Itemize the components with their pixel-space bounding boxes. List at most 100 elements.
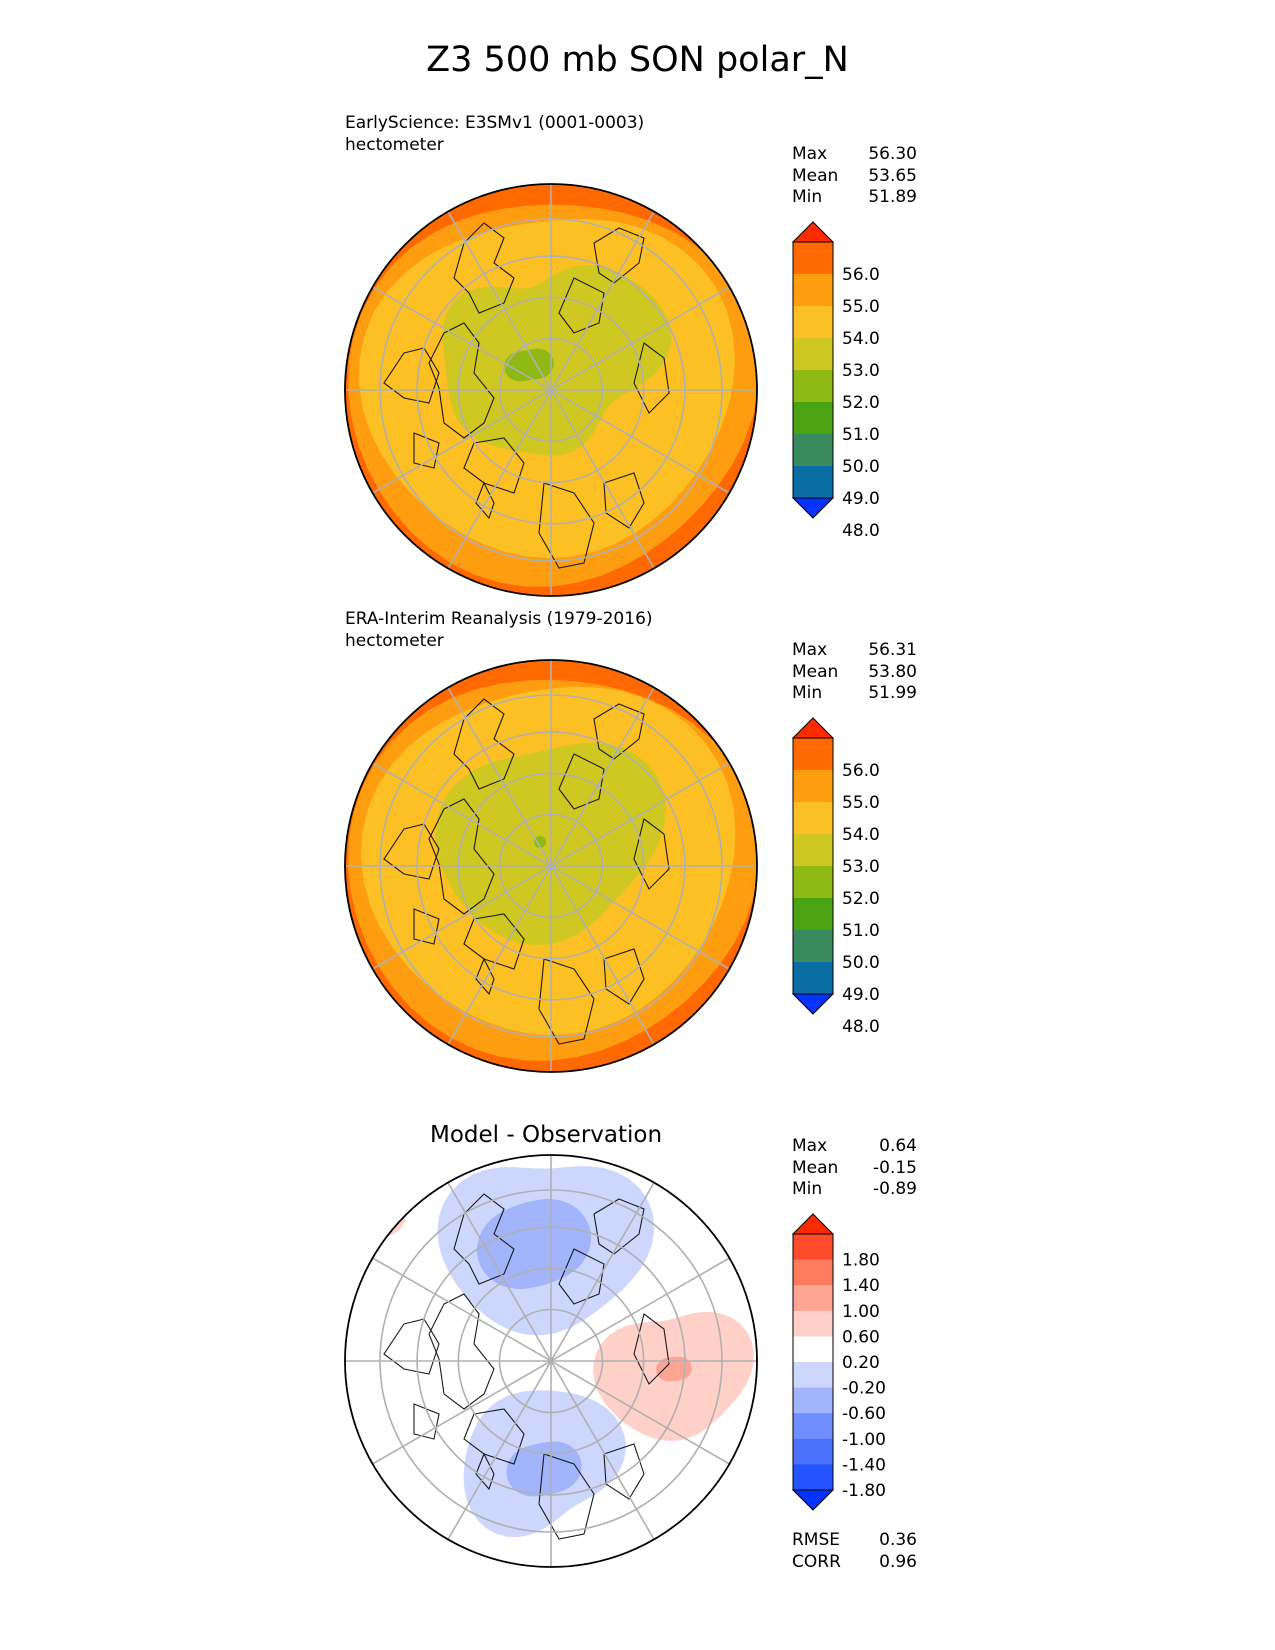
longitude-line <box>372 286 730 494</box>
coastline-path <box>463 913 525 970</box>
colorbar-tick-label: -1.00 <box>842 1430 886 1450</box>
stat-mean-value: -0.15 <box>873 1157 917 1178</box>
colorbar-tick-label: 56.0 <box>842 265 880 285</box>
coastline-path <box>538 482 595 569</box>
corr-label: CORR <box>792 1551 841 1572</box>
colorbar-segment <box>793 1413 833 1440</box>
colorbar-segment <box>793 1285 833 1312</box>
coastline-path <box>603 948 645 1005</box>
test-panel-label: EarlyScience: E3SMv1 (0001-0003) hectome… <box>345 112 644 156</box>
band-neg-0.6 <box>476 1199 592 1289</box>
colorbar-segment <box>793 1234 833 1261</box>
stat-max-label: Max <box>792 144 828 164</box>
ref-units: hectometer <box>345 631 444 651</box>
colorbar-segment <box>793 1438 833 1465</box>
colorbar-outline <box>792 1233 834 1491</box>
colorbar-tick-label: 1.40 <box>842 1276 880 1296</box>
ref-title: ERA-Interim Reanalysis (1979-2016) <box>345 609 653 629</box>
colorbar-segment <box>793 1336 833 1363</box>
coastline-path <box>475 1452 495 1491</box>
colorbar-segment <box>793 1362 833 1389</box>
band-pos-0.6 <box>656 1356 692 1382</box>
coastline-path <box>593 1198 645 1255</box>
diff-polar-map <box>344 1154 758 1568</box>
stat-max-label: Max <box>792 640 828 660</box>
coastline-path <box>633 818 670 890</box>
colorbar-tick-label: 54.0 <box>842 329 880 349</box>
colorbar-segment <box>793 1387 833 1414</box>
colorbar-extend-min <box>791 1489 835 1511</box>
page-title: Z3 500 mb SON polar_N <box>426 40 849 80</box>
stat-max-value: 56.31 <box>868 640 917 660</box>
colorbar-extend-max <box>791 1213 835 1235</box>
field-layer <box>345 1155 757 1567</box>
stat-max-value: 56.30 <box>868 144 917 164</box>
colorbar-extend-max <box>791 221 835 243</box>
longitude-line <box>372 1257 730 1465</box>
coastline-path <box>428 798 495 915</box>
graticule <box>345 184 757 596</box>
colorbar-segment <box>793 898 833 931</box>
diff-metrics: RMSE 0.36 CORR 0.96 <box>792 1530 917 1573</box>
colorbar-tick-label: 51.0 <box>842 425 880 445</box>
colorbar-segment <box>793 338 833 371</box>
stat-mean-value: 53.65 <box>868 165 917 186</box>
field-layer <box>345 184 757 596</box>
coastline-path <box>593 227 645 284</box>
colorbar-extend-min <box>791 993 835 1015</box>
colorbar-segment <box>793 930 833 963</box>
diff-colorbar: 1.80 1.40 1.00 0.60 0.20 -0.20 -0.60 -1.00 -1.40… <box>791 1213 886 1511</box>
test-stats: Max 56.30 Mean 53.65 Min 51.89 <box>792 144 917 209</box>
colorbar-outline <box>792 241 834 499</box>
stat-mean-value: 53.80 <box>868 661 917 682</box>
ref-panel-label: ERA-Interim Reanalysis (1979-2016) hecto… <box>345 608 653 652</box>
colorbar-tick-label: 52.0 <box>842 889 880 909</box>
colorbar-tick-label: 53.0 <box>842 361 880 381</box>
ref-colorbar: 56.0 55.0 54.0 53.0 52.0 51.0 50.0 49.0 48.0 <box>791 717 880 1037</box>
graticule <box>345 660 757 1072</box>
colorbar-segment <box>793 370 833 403</box>
stat-min-label: Min <box>792 187 823 207</box>
colorbar-tick-label: -1.40 <box>842 1455 886 1475</box>
colorbar-tick-label: 50.0 <box>842 457 880 477</box>
colorbar-tick-label: 0.60 <box>842 1327 880 1347</box>
colorbar-tick-label: -0.60 <box>842 1404 886 1424</box>
colorbar-segment <box>793 962 833 995</box>
colorbar-segment <box>793 402 833 435</box>
colorbar-tick-label: 50.0 <box>842 953 880 973</box>
colorbar-tick-label: 51.0 <box>842 921 880 941</box>
colorbar-segment <box>793 242 833 275</box>
test-units: hectometer <box>345 135 444 155</box>
test-polar-map <box>344 183 758 597</box>
colorbar-tick-label: 1.00 <box>842 1302 880 1322</box>
coastline-path <box>633 342 670 414</box>
coastline-path <box>463 1408 525 1465</box>
colorbar-tick-label: 54.0 <box>842 825 880 845</box>
coastline-path <box>538 958 595 1045</box>
colorbar-segment <box>793 802 833 835</box>
band-51-52 <box>534 836 546 848</box>
stat-mean-label: Mean <box>792 1157 839 1178</box>
stat-min-value: 51.89 <box>868 187 917 207</box>
colorbar-segment <box>793 866 833 899</box>
stat-min-label: Min <box>792 1179 823 1199</box>
ref-stats: Max 56.31 Mean 53.80 Min 51.99 <box>792 640 917 705</box>
stat-max-label: Max <box>792 1136 828 1156</box>
coastline-path <box>475 957 495 996</box>
coastline-path <box>475 481 495 520</box>
colorbar-segment <box>793 1259 833 1286</box>
map-border <box>344 183 758 597</box>
coastline-path <box>463 437 525 494</box>
coastline-path <box>413 908 440 945</box>
band-neg-0.6 <box>506 1441 582 1497</box>
colorbar-tick-label: 48.0 <box>842 1017 880 1037</box>
colorbar-segment <box>793 306 833 339</box>
colorbar-tick-label: 48.0 <box>842 521 880 541</box>
field-layer <box>345 660 757 1072</box>
coastline-path <box>428 1293 495 1410</box>
coastline-path <box>593 703 645 760</box>
rmse-value: 0.36 <box>879 1530 917 1550</box>
colorbar-segment <box>793 738 833 771</box>
colorbar-tick-label: 56.0 <box>842 761 880 781</box>
stat-mean-label: Mean <box>792 661 839 682</box>
